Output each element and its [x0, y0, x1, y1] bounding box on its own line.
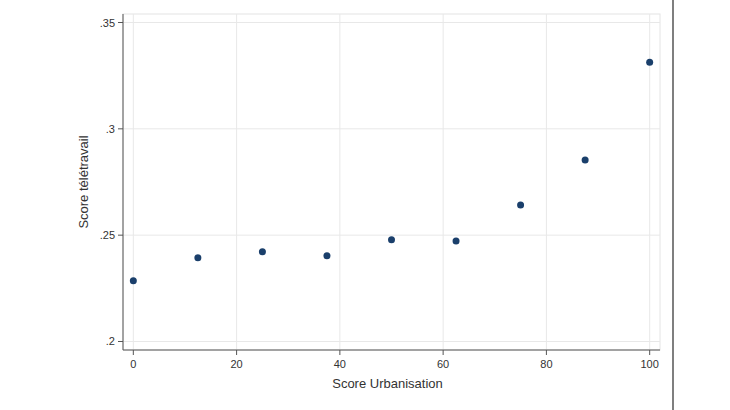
x-tick — [443, 350, 444, 355]
point — [453, 237, 460, 244]
point — [388, 236, 395, 243]
y-tick — [118, 235, 123, 236]
x-tick-label: 80 — [540, 358, 552, 370]
y-grid-line — [123, 22, 660, 23]
x-tick — [546, 350, 547, 355]
y-axis-title: Score télétravail — [76, 135, 91, 228]
y-tick-label: .35 — [100, 17, 115, 29]
y-tick-label: .25 — [100, 229, 115, 241]
point — [194, 254, 201, 261]
x-axis-title: Score Urbanisation — [332, 376, 443, 391]
x-tick-label: 0 — [130, 358, 136, 370]
chart: 0 20 40 60 80 100 .2 .25 .3 .35 Score Urbanisation… — [0, 0, 730, 410]
y-tick-label: .3 — [106, 123, 115, 135]
point — [517, 201, 524, 208]
y-grid-line — [123, 235, 660, 236]
y-tick-label: .2 — [106, 335, 115, 347]
x-grid-line — [339, 14, 340, 350]
x-grid-line — [236, 14, 237, 350]
y-axis-line — [123, 14, 124, 350]
y-tick — [118, 22, 123, 23]
x-tick — [649, 350, 650, 355]
x-grid-line — [546, 14, 547, 350]
x-tick — [236, 350, 237, 355]
y-grid-line — [123, 341, 660, 342]
point — [130, 277, 137, 284]
background — [0, 0, 730, 410]
point — [259, 248, 266, 255]
point — [646, 59, 653, 66]
x-tick — [339, 350, 340, 355]
point — [323, 252, 330, 259]
y-tick — [118, 128, 123, 129]
points — [130, 59, 653, 284]
x-tick-label: 60 — [437, 358, 449, 370]
x-axis-line — [123, 350, 660, 351]
y-grid-line — [123, 128, 660, 129]
x-tick — [133, 350, 134, 355]
x-grid-line — [133, 14, 134, 350]
point — [582, 157, 589, 164]
plot-frame — [123, 14, 660, 350]
x-grid-line — [443, 14, 444, 350]
x-tick-label: 20 — [230, 358, 242, 370]
y-tick — [118, 341, 123, 342]
page-edge — [672, 0, 674, 410]
x-tick-label: 100 — [640, 358, 658, 370]
x-tick-label: 40 — [334, 358, 346, 370]
